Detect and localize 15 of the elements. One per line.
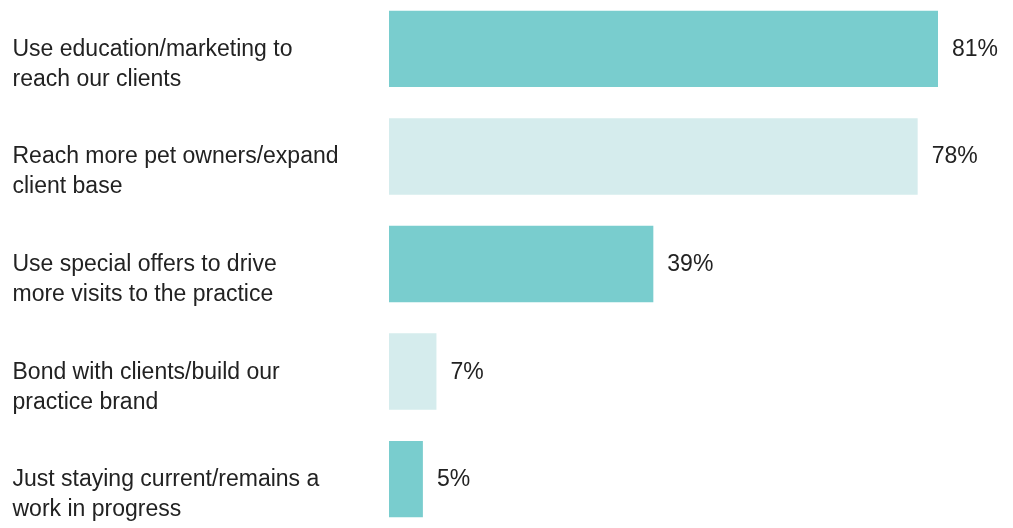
y-tick-label: Bond with clients/build our practice brand — [12, 357, 281, 414]
y-tick-label: Use special offers to drive more visits to the practice — [12, 250, 277, 306]
bar — [389, 10, 938, 88]
y-tick-label: Just staying current/remains a work in progress — [11, 465, 320, 522]
data-label: 39% — [667, 250, 714, 276]
bar — [389, 118, 918, 195]
bar — [389, 225, 654, 303]
data-label: 78% — [931, 142, 978, 169]
bar — [389, 333, 437, 410]
y-tick-label: Use education/marketing to reach our clients — [12, 34, 293, 91]
y-tick-label: Reach more pet owners/expand client base — [12, 142, 339, 199]
data-label: 81% — [952, 34, 999, 61]
data-label: 5% — [436, 465, 471, 492]
data-label: 7% — [450, 357, 484, 384]
bar — [389, 440, 423, 518]
